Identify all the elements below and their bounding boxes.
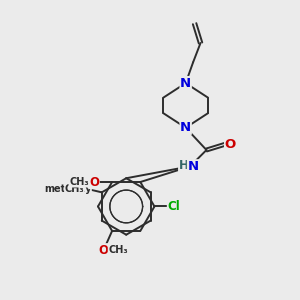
Text: N: N [180,76,191,90]
Text: CH₃: CH₃ [108,245,128,255]
Text: O: O [79,183,89,196]
Text: O: O [225,138,236,151]
Text: CH₃: CH₃ [69,177,88,187]
Text: CH₃: CH₃ [64,184,84,194]
Text: methoxy: methoxy [44,184,91,194]
Text: O: O [98,244,108,257]
Text: O: O [89,176,99,188]
Text: Cl: Cl [167,200,180,213]
Text: N: N [188,160,199,173]
Text: H: H [178,159,188,172]
Text: N: N [180,121,191,134]
